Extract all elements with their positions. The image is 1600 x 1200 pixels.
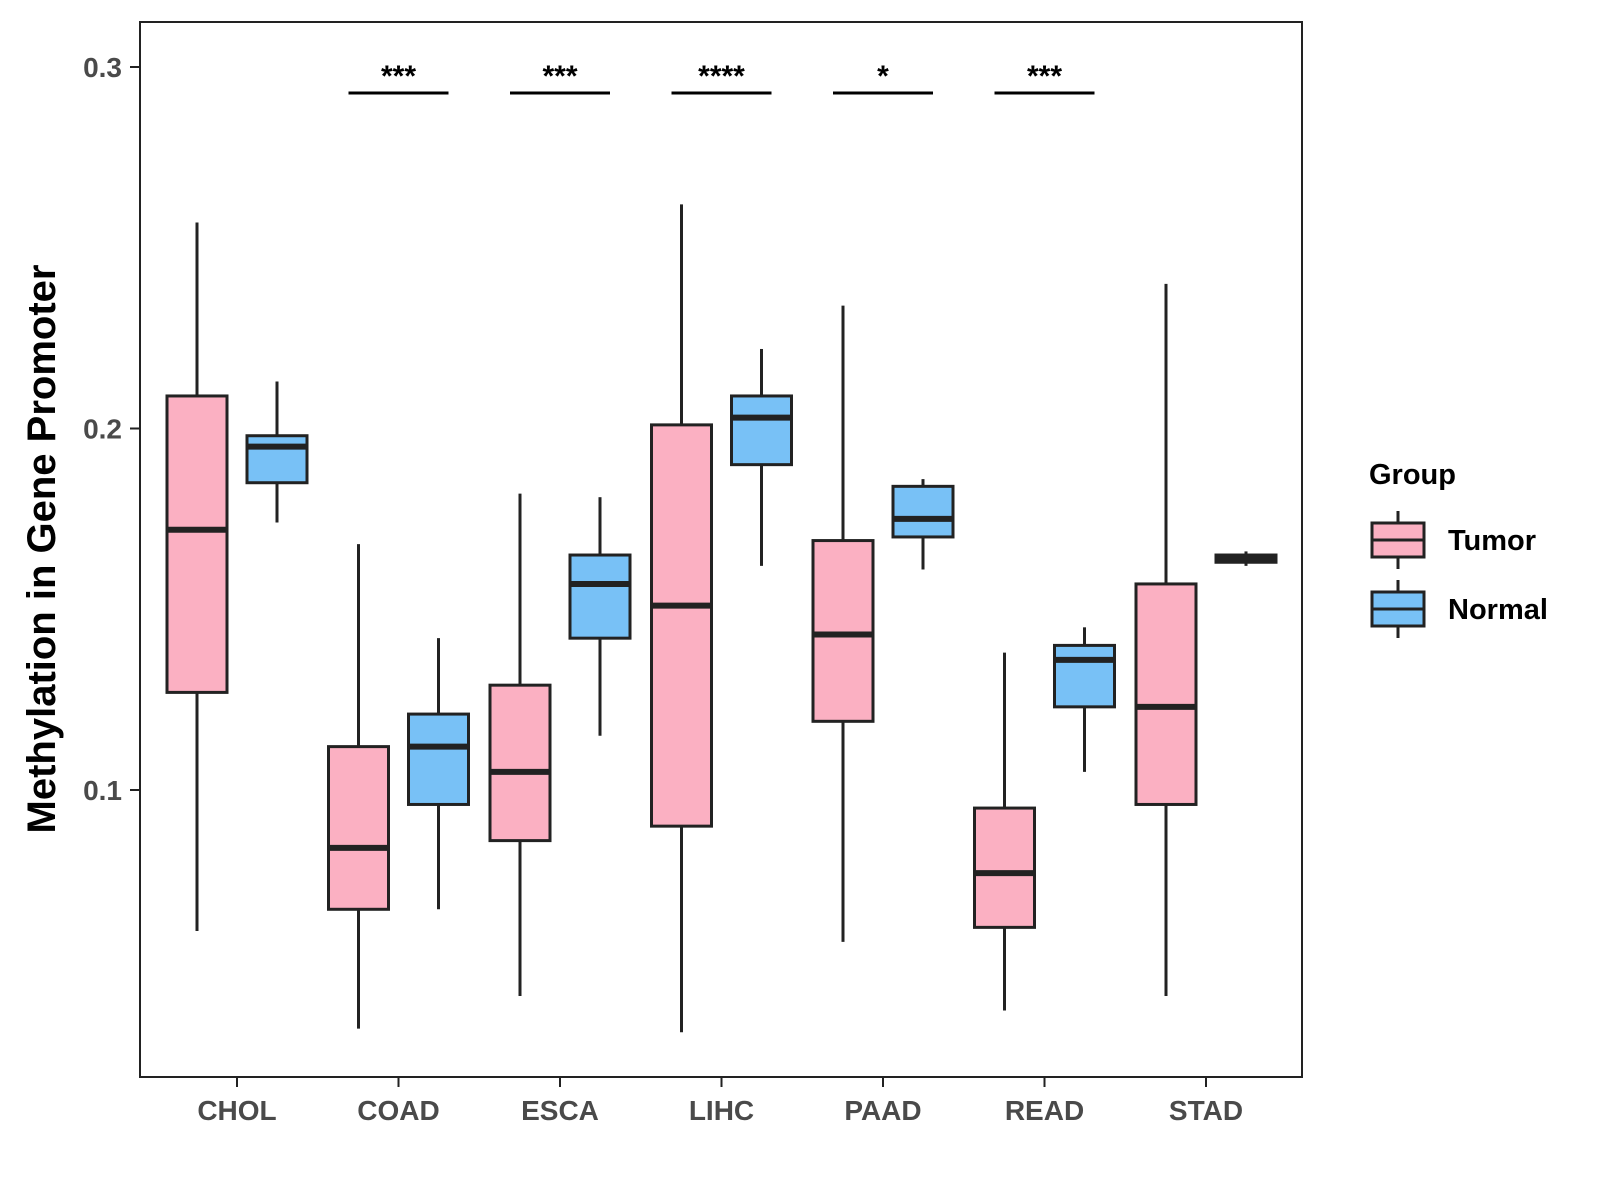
box-normal-esca — [568, 497, 632, 736]
box-tumor-coad — [327, 544, 390, 1029]
box-iqr — [811, 539, 875, 723]
x-tick-label-chol: CHOL — [197, 1095, 276, 1126]
x-tick-label-esca: ESCA — [521, 1095, 599, 1126]
y-axis: 0.1 0.2 0.3 — [83, 52, 140, 806]
box-normal-coad — [407, 638, 470, 910]
legend: Group Tumor Normal — [1369, 459, 1548, 638]
legend-title: Group — [1369, 459, 1456, 491]
box-tumor-stad — [1134, 283, 1198, 997]
significance-label: *** — [381, 60, 416, 93]
plot-panel-border — [139, 21, 1303, 1078]
box-iqr — [650, 423, 713, 828]
y-axis-label: Methylation in Gene Promoter — [20, 265, 64, 834]
box-iqr — [568, 553, 632, 640]
box-normal-stad — [1214, 551, 1278, 566]
box-normal-chol — [245, 381, 309, 523]
x-tick-label-coad: COAD — [357, 1095, 439, 1126]
significance-label: *** — [1027, 60, 1062, 93]
box-iqr — [1134, 582, 1198, 806]
legend-label: Tumor — [1448, 525, 1536, 557]
box-iqr — [165, 394, 229, 694]
box-tumor-lihc — [650, 204, 713, 1033]
x-tick-label-paad: PAAD — [844, 1095, 921, 1126]
box-tumor-read — [973, 652, 1036, 1011]
x-tick-label-stad: STAD — [1169, 1095, 1243, 1126]
legend-item-tumor: Tumor — [1370, 511, 1536, 569]
box-iqr — [730, 394, 793, 467]
box-iqr — [973, 806, 1036, 929]
box-iqr — [245, 434, 309, 485]
legend-label: Normal — [1448, 594, 1548, 626]
box-normal-read — [1053, 627, 1116, 772]
box-series — [165, 204, 1278, 1033]
box-iqr — [327, 745, 390, 911]
significance-annotations: *** *** **** * *** — [348, 60, 1095, 95]
box-tumor-paad — [811, 305, 875, 942]
legend-item-normal: Normal — [1370, 580, 1548, 638]
box-tumor-esca — [488, 493, 552, 997]
box-normal-paad — [891, 479, 955, 570]
box-iqr — [891, 484, 955, 539]
significance-label: **** — [698, 60, 745, 93]
box-normal-lihc — [730, 348, 793, 566]
y-tick-label: 0.2 — [83, 414, 122, 445]
y-tick-label: 0.3 — [83, 52, 122, 83]
box-iqr — [488, 683, 552, 843]
x-tick-label-lihc: LIHC — [689, 1095, 754, 1126]
box-iqr — [1053, 643, 1116, 709]
x-tick-label-read: READ — [1005, 1095, 1084, 1126]
significance-label: * — [877, 60, 889, 93]
box-tumor-chol — [165, 222, 229, 931]
significance-label: *** — [542, 60, 577, 93]
x-axis: CHOL COAD ESCA LIHC PAAD READ STAD — [197, 1077, 1243, 1126]
box-iqr — [407, 712, 470, 806]
y-tick-label: 0.1 — [83, 775, 122, 806]
